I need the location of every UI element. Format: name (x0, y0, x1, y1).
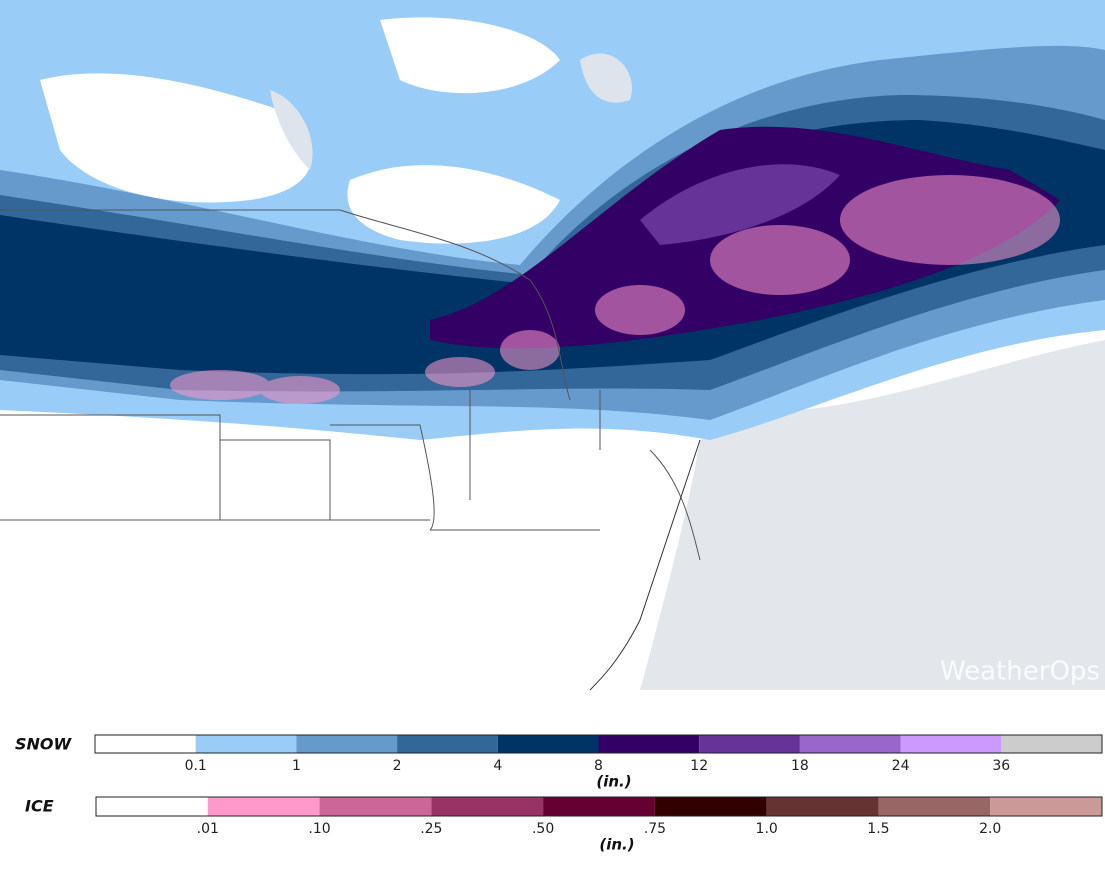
legend-label: .10 (308, 821, 330, 837)
legend-label: .25 (420, 821, 442, 837)
legend-label: .01 (197, 821, 219, 837)
legend-label: .75 (644, 821, 666, 837)
legend-swatch (543, 797, 655, 816)
legend-label: 0.1 (185, 758, 207, 774)
ice-area (710, 225, 850, 295)
legend-swatch (96, 797, 208, 816)
coastline (589, 439, 701, 691)
legend-swatch (699, 735, 800, 753)
map: WeatherOps (0, 0, 1105, 691)
legend-swatch (799, 735, 901, 753)
legend-label: .50 (532, 821, 554, 837)
legend-swatch (497, 735, 599, 753)
legend-swatch (207, 797, 320, 816)
legend-label: 8 (594, 758, 603, 774)
boundaries (0, 209, 701, 691)
ice-areas (170, 175, 1060, 404)
ice-area (500, 330, 560, 370)
legend-label: 1 (292, 758, 301, 774)
snow-unit: (in.) (596, 773, 631, 791)
legend-label: 36 (992, 758, 1010, 774)
watermark: WeatherOps (940, 657, 1100, 687)
ice-legend-title: ICE (25, 797, 54, 816)
legend-swatch (319, 797, 432, 816)
legend-swatch (1001, 735, 1102, 753)
ice-area (840, 175, 1060, 265)
legend-frame (94, 734, 1103, 754)
legend-swatch (95, 735, 196, 753)
ice-unit: (in.) (599, 836, 634, 854)
legend-label: 1.5 (867, 821, 889, 837)
ocean (640, 340, 1105, 690)
legend-swatch (878, 797, 991, 816)
legend-frame (95, 796, 1103, 817)
legend-swatch (900, 735, 1002, 753)
ice-area (170, 370, 270, 400)
snow-legend-title: SNOW (15, 735, 73, 754)
legend-label: 2 (393, 758, 402, 774)
legend-label: 12 (690, 758, 708, 774)
legend-label: 2.0 (979, 821, 1001, 837)
snow-18in (640, 164, 840, 245)
legend-swatch (990, 797, 1102, 816)
ice-area (425, 357, 495, 387)
border (0, 209, 571, 401)
ice-area (260, 376, 340, 404)
state-lines (0, 390, 701, 561)
legend-label: 4 (493, 758, 502, 774)
legend-swatch (766, 797, 879, 816)
legend-swatch (195, 735, 297, 753)
legend-label: 24 (892, 758, 910, 774)
legend-label: 18 (791, 758, 809, 774)
legend-swatch (654, 797, 767, 816)
legend-swatch (296, 735, 398, 753)
legend-swatch (431, 797, 544, 816)
ice-area (595, 285, 685, 335)
lakes (270, 53, 632, 170)
legend-swatch (397, 735, 498, 753)
legend-label: 1.0 (756, 821, 778, 837)
legend-swatch (598, 735, 700, 753)
